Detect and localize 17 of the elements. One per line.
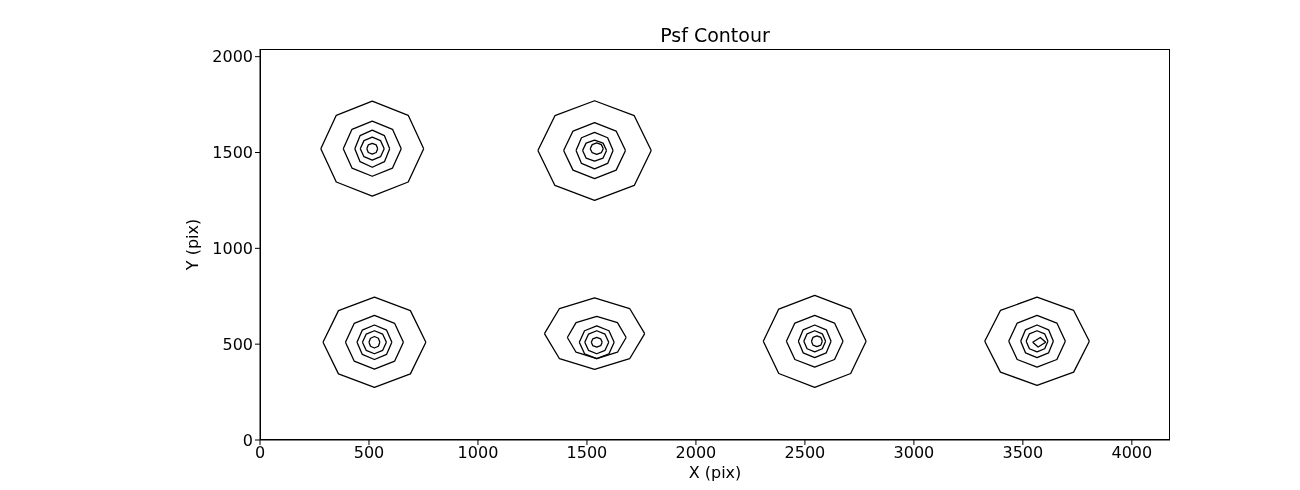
y-tick-label: 1500 (212, 143, 253, 163)
y-tick-label: 0 (242, 430, 253, 450)
y-tick-label: 2000 (212, 47, 253, 67)
x-tick-label: 500 (353, 443, 385, 463)
y-tick-label: 500 (222, 334, 253, 354)
x-tick-label: 1000 (457, 443, 499, 463)
x-axis-title: X (pix) (688, 463, 742, 482)
x-tick-label: 2500 (784, 443, 826, 463)
x-tick-label: 1500 (566, 443, 608, 463)
y-axis-title: Y (pix) (182, 218, 202, 272)
chart-title: Psf Contour (659, 24, 771, 46)
x-tick-label: 3000 (893, 443, 935, 463)
x-tick-label: 2000 (675, 443, 717, 463)
y-tick-label: 1000 (212, 239, 253, 259)
x-tick-label: 4000 (1111, 443, 1153, 463)
x-tick-label: 0 (254, 443, 266, 463)
x-tick-label: 3500 (1002, 443, 1044, 463)
